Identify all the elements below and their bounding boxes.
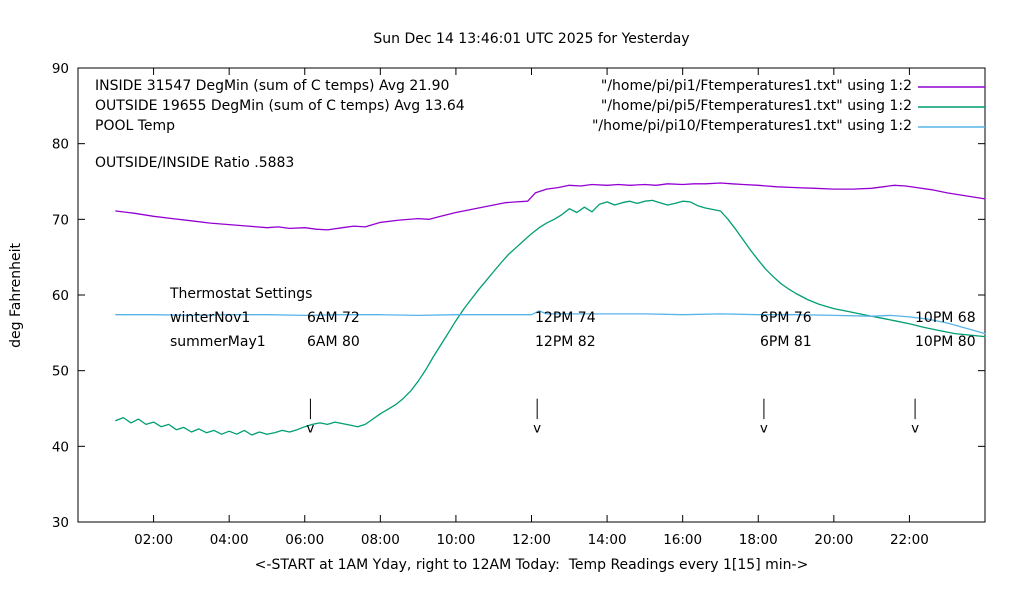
y-tick-label: 90: [52, 61, 69, 77]
thermostat-arrow-head: v: [533, 421, 541, 437]
x-axis-label: <-START at 1AM Yday, right to 12AM Today…: [254, 557, 809, 573]
outside-inside-ratio: OUTSIDE/INSIDE Ratio .5883: [95, 155, 295, 171]
x-tick-label: 12:00: [512, 532, 551, 548]
x-tick-label: 18:00: [739, 532, 778, 548]
thermostat-summer-6pm: 6PM 81: [760, 334, 812, 350]
x-tick-label: 02:00: [134, 532, 173, 548]
legend-label-inside: INSIDE 31547 DegMin (sum of C temps) Avg…: [95, 78, 450, 94]
thermostat-summer-12pm: 12PM 82: [535, 334, 596, 350]
x-tick-label: 10:00: [436, 532, 475, 548]
y-tick-label: 30: [52, 515, 69, 531]
legend-label-pool: POOL Temp: [95, 118, 176, 134]
legend-file-inside: "/home/pi/pi1/Ftemperatures1.txt" using …: [600, 78, 912, 94]
legend-row-outside: OUTSIDE 19655 DegMin (sum of C temps) Av…: [0, 98, 1020, 116]
thermostat-heading: Thermostat Settings: [170, 286, 313, 302]
y-tick-label: 80: [52, 137, 69, 153]
thermostat-summer-10pm: 10PM 80: [915, 334, 976, 350]
thermostat-arrow-head: v: [760, 421, 768, 437]
thermostat-arrow-head: v: [911, 421, 919, 437]
x-tick-label: 16:00: [663, 532, 702, 548]
x-tick-label: 22:00: [890, 532, 929, 548]
x-tick-label: 04:00: [210, 532, 249, 548]
series-line-pool: [115, 310, 986, 335]
y-tick-label: 40: [52, 439, 69, 455]
x-tick-label: 14:00: [588, 532, 627, 548]
y-tick-label: 70: [52, 212, 69, 228]
y-axis-label: deg Fahrenheit: [4, 68, 28, 522]
thermostat-winter-6pm: 6PM 76: [760, 310, 812, 326]
thermostat-winter-12pm: 12PM 74: [535, 310, 596, 326]
thermostat-row-summer-name: summerMay1: [170, 334, 266, 350]
thermostat-winter-6am: 6AM 72: [307, 310, 360, 326]
series-line-outside: [115, 199, 986, 436]
legend-file-pool: "/home/pi/pi10/Ftemperatures1.txt" using…: [591, 118, 912, 134]
y-tick-label: 50: [52, 364, 69, 380]
x-tick-label: 06:00: [285, 532, 324, 548]
legend-row-pool: POOL Temp "/home/pi/pi10/Ftemperatures1.…: [0, 118, 1020, 136]
thermostat-summer-6am: 6AM 80: [307, 334, 360, 350]
y-axis-label-text: deg Fahrenheit: [8, 242, 24, 348]
legend-row-inside: INSIDE 31547 DegMin (sum of C temps) Avg…: [0, 78, 1020, 96]
x-tick-label: 08:00: [361, 532, 400, 548]
thermostat-winter-10pm: 10PM 68: [915, 310, 976, 326]
legend-label-outside: OUTSIDE 19655 DegMin (sum of C temps) Av…: [95, 98, 465, 114]
thermostat-arrow-head: v: [306, 421, 314, 437]
chart-title: Sun Dec 14 13:46:01 UTC 2025 for Yesterd…: [373, 31, 690, 47]
legend-file-outside: "/home/pi/pi5/Ftemperatures1.txt" using …: [600, 98, 912, 114]
thermostat-row-winter-name: winterNov1: [170, 310, 251, 326]
y-tick-label: 60: [52, 288, 69, 304]
series-line-inside: [115, 182, 986, 231]
x-tick-label: 20:00: [814, 532, 853, 548]
